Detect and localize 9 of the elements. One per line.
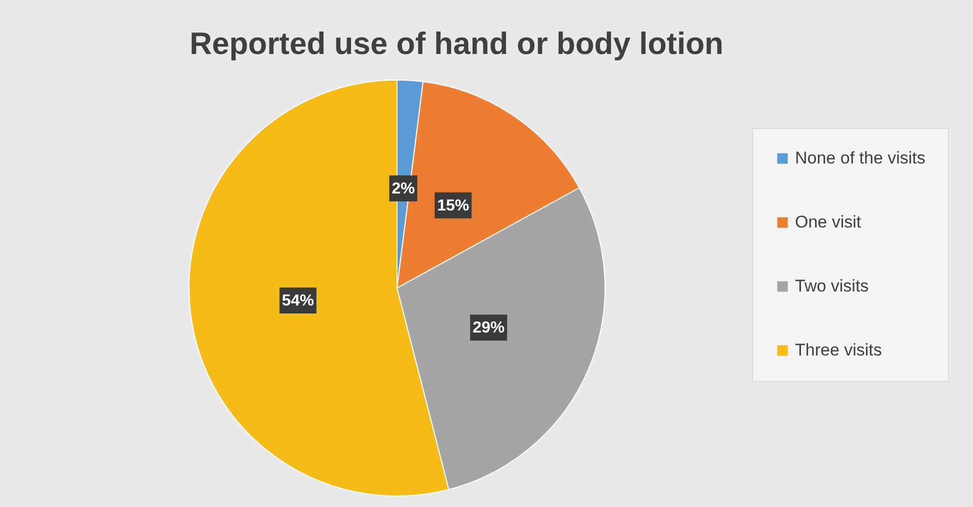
legend-label: None of the visits	[795, 148, 926, 168]
chart-title: Reported use of hand or body lotion	[190, 26, 724, 61]
data-label: 54%	[282, 292, 314, 310]
data-label: 2%	[392, 180, 415, 198]
data-label: 15%	[437, 197, 470, 214]
legend-label: Two visits	[795, 276, 869, 296]
legend-label: One visit	[795, 212, 862, 232]
legend-label: Three visits	[795, 340, 882, 360]
data-label: 29%	[472, 320, 505, 337]
